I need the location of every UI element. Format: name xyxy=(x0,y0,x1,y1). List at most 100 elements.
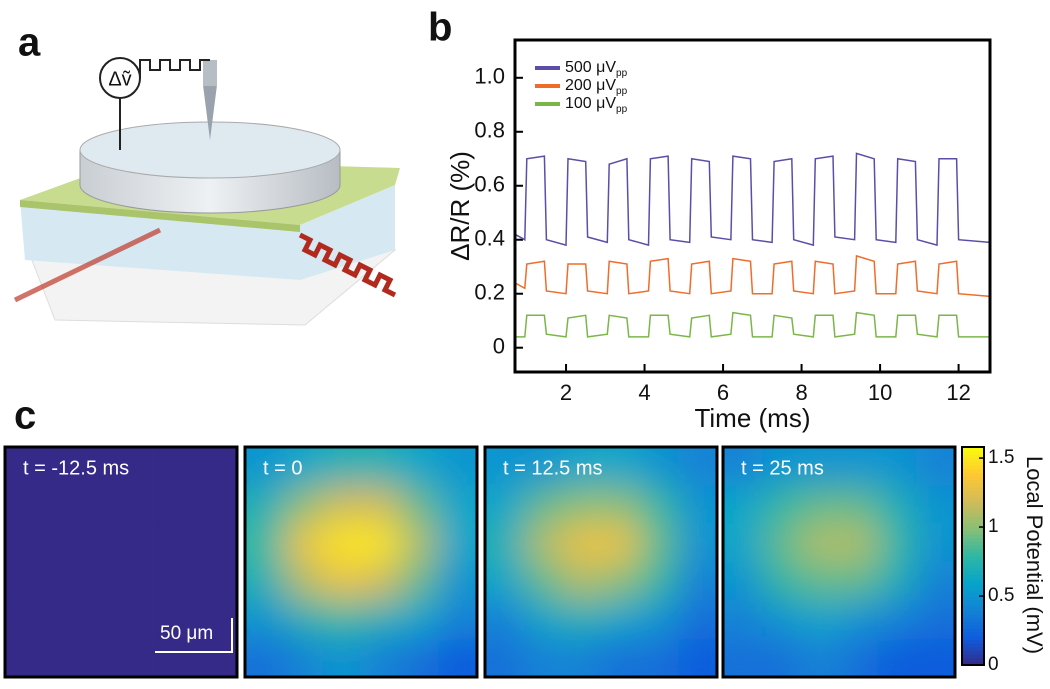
y-tick-label: 0.2 xyxy=(474,280,505,305)
heatmap-cell xyxy=(916,485,955,525)
y-tick-label: 0.8 xyxy=(474,118,505,143)
heatmap-cell xyxy=(601,638,641,677)
heatmap-cell xyxy=(839,485,879,525)
heatmap-cell xyxy=(523,562,563,601)
plot-frame xyxy=(513,38,992,374)
y-tick-label: 0 xyxy=(493,334,505,359)
heatmap-cell xyxy=(562,485,602,525)
heatmap-cell xyxy=(678,523,717,563)
heatmap-cell xyxy=(601,447,641,486)
colorbar-step xyxy=(962,512,984,517)
colorbar-step xyxy=(962,447,984,452)
heatmap-cell xyxy=(5,562,45,601)
heatmap-cell xyxy=(562,600,602,640)
colorbar-step xyxy=(962,599,984,604)
legend-name: 200 μV xyxy=(565,77,616,94)
heatmap-cell xyxy=(761,485,801,525)
heatmap-cell xyxy=(761,523,801,563)
heatmap-cell xyxy=(916,562,955,601)
heatmap-cell xyxy=(523,485,563,525)
heatmap-cell xyxy=(562,447,602,486)
heatmap-cell xyxy=(159,447,199,486)
colorbar-step xyxy=(962,614,984,619)
heatmap-cell xyxy=(245,562,285,601)
heatmap-cell xyxy=(523,523,563,563)
colorbar-step xyxy=(962,523,984,528)
y-tick-label: 0.4 xyxy=(474,226,505,251)
colorbar-step xyxy=(962,574,984,579)
heatmap-cell xyxy=(361,447,401,486)
x-tick-label: 6 xyxy=(717,380,729,405)
heatmap-cell xyxy=(82,638,122,677)
heatmap-cell xyxy=(877,485,917,525)
heatmap-cell xyxy=(322,523,362,563)
heatmap-cell xyxy=(283,447,323,486)
colorbar-step xyxy=(962,603,984,608)
heatmap-cell xyxy=(877,638,917,677)
heatmap-cell xyxy=(43,447,83,486)
heatmap-cell xyxy=(283,600,323,640)
beam xyxy=(13,227,162,303)
heatmap-border xyxy=(243,445,479,679)
colorbar-step xyxy=(962,563,984,568)
frame-label: t = 0 xyxy=(263,457,302,479)
heatmap-cell xyxy=(121,638,161,677)
frame-label: t = 12.5 ms xyxy=(503,457,603,479)
heatmap-cell xyxy=(43,600,83,640)
y-tick-label: 0.6 xyxy=(474,172,505,197)
heatmap-cell xyxy=(485,600,525,640)
colorbar-label: Local Potential (mV) xyxy=(1022,456,1047,654)
series-line xyxy=(515,311,990,338)
colorbar-step xyxy=(962,483,984,488)
heatmap-frame xyxy=(485,447,717,677)
colorbar-step xyxy=(962,501,984,506)
heatmap-cells xyxy=(5,447,237,677)
heatmap-cell xyxy=(877,523,917,563)
heatmap-cell xyxy=(399,638,439,677)
frame-label: t = 25 ms xyxy=(741,457,824,479)
heatmap-cell xyxy=(322,485,362,525)
colorbar-step xyxy=(962,632,984,637)
colorbar-step xyxy=(962,639,984,644)
heatmap-cell xyxy=(361,485,401,525)
heatmap-cell xyxy=(916,638,955,677)
heatmap-cell xyxy=(245,485,285,525)
heatmap-cell xyxy=(485,638,525,677)
heatmap-cell xyxy=(121,562,161,601)
heatmap-cell xyxy=(245,523,285,563)
scale-bar xyxy=(155,618,233,653)
colorbar-step xyxy=(962,479,984,484)
heatmap-cell xyxy=(562,562,602,601)
heatmap-cell xyxy=(523,638,563,677)
heatmap-cell xyxy=(562,523,602,563)
heatmap-cell xyxy=(761,600,801,640)
colorbar-step xyxy=(962,497,984,502)
heatmap-cell xyxy=(523,600,563,640)
colorbar-step xyxy=(962,530,984,535)
y-axis-label: ΔR/R (%) xyxy=(445,151,475,261)
heatmap-cell xyxy=(485,447,525,486)
heatmap-cell xyxy=(82,562,122,601)
heatmap-cell xyxy=(361,600,401,640)
heatmap-cell xyxy=(523,447,563,486)
heatmap-frame xyxy=(723,447,955,677)
heatmap-cell xyxy=(916,600,955,640)
colorbar-step xyxy=(962,526,984,532)
heatmap-cell xyxy=(601,600,641,640)
heatmap-border xyxy=(483,445,719,679)
colorbar-step xyxy=(962,454,984,459)
x-tick-label: 2 xyxy=(560,380,572,405)
colorbar-tick-label: 1.5 xyxy=(988,447,1014,468)
legend-label: 100 μVpp xyxy=(565,95,628,114)
heatmap-cell xyxy=(159,638,199,677)
colorbar-step xyxy=(962,570,984,575)
colorbar-step xyxy=(962,534,984,539)
heatmap-cell xyxy=(438,523,477,563)
x-tick-label: 10 xyxy=(868,380,892,405)
heatmap-cell xyxy=(198,523,237,563)
legend-label: 200 μVpp xyxy=(565,77,628,96)
heatmap-cell xyxy=(198,562,237,601)
colorbar-tick-label: 1 xyxy=(988,516,999,537)
heatmap-cell xyxy=(121,600,161,640)
